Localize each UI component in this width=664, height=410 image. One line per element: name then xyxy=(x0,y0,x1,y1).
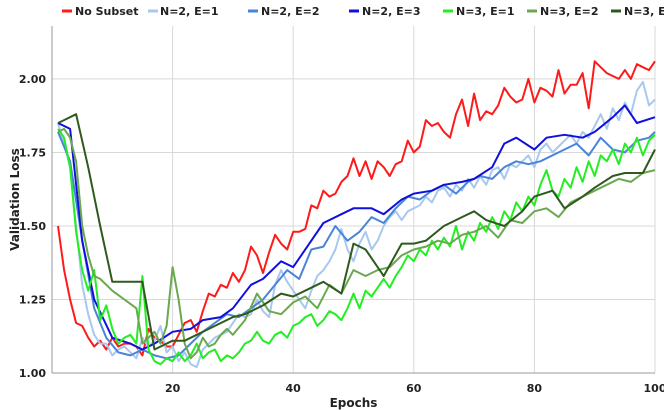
series-line-2 xyxy=(57,80,656,369)
axes: 1.00 1.25 1.50 1.75 2.00 20 40 60 80 100 xyxy=(19,26,664,395)
legend-label: N=3, E=3 xyxy=(624,5,664,18)
series-line-7 xyxy=(57,113,656,351)
legend-label: N=3, E=2 xyxy=(540,5,598,18)
x-tick-label: 40 xyxy=(286,382,302,395)
series-lines xyxy=(57,60,656,369)
y-tick-label: 1.00 xyxy=(19,367,46,380)
x-tick-label: 20 xyxy=(165,382,181,395)
y-tick-label: 1.50 xyxy=(19,220,46,233)
x-tick-label: 80 xyxy=(527,382,543,395)
series-line-4 xyxy=(57,104,656,351)
legend-label: N=2, E=1 xyxy=(160,5,218,18)
legend-label: N=3, E=1 xyxy=(456,5,514,18)
legend-label: No Subset xyxy=(75,5,139,18)
x-tick-label: 100 xyxy=(644,382,664,395)
y-tick-label: 1.75 xyxy=(19,146,46,159)
grid xyxy=(52,26,656,374)
x-tick-label: 60 xyxy=(406,382,422,395)
x-axis-title: Epochs xyxy=(330,396,378,410)
legend-label: N=2, E=3 xyxy=(362,5,420,18)
y-tick-label: 1.25 xyxy=(19,293,46,306)
legend-label: N=2, E=2 xyxy=(261,5,319,18)
y-axis-title: Validation Loss xyxy=(8,148,22,251)
series-line-6 xyxy=(57,127,656,360)
series-line-3 xyxy=(57,131,656,360)
legend: No Subset N=2, E=1 N=2, E=2 N=2, E=3 N=3, E=… xyxy=(62,5,664,18)
y-tick-label: 2.00 xyxy=(19,73,46,86)
